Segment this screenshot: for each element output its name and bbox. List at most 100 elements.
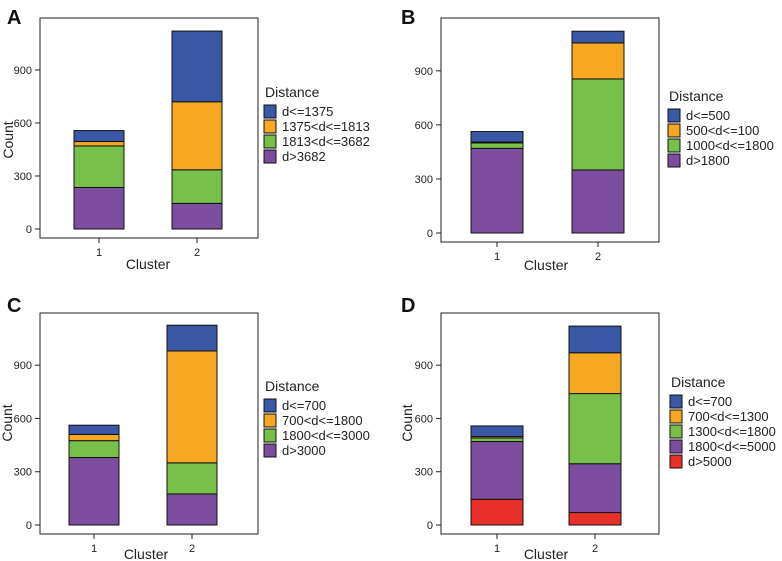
legend-swatch-c xyxy=(263,398,277,413)
legend-label-b: 500<d<=100 xyxy=(686,123,759,138)
legend-swatch-d xyxy=(669,424,683,439)
chart-panel-c: C 0 300 600 900 1 2 Cluster Count Distance d<=7007… xyxy=(0,295,370,561)
legend-label-c: 700<d<=1800 xyxy=(282,413,363,428)
y-tick-label-d: 900 xyxy=(415,360,433,372)
y-tick-label-b: 900 xyxy=(415,66,433,78)
bar-segment-b-cluster2-s1 xyxy=(571,78,625,171)
x-axis-title-a: Cluster xyxy=(126,256,171,272)
legend-label-b: d<=500 xyxy=(686,108,730,123)
bar-segment-d-cluster1-s4 xyxy=(470,425,524,438)
y-tick-label-c: 0 xyxy=(26,520,32,532)
panel-label-c: C xyxy=(7,295,21,317)
legend-label-a: 1813<d<=3682 xyxy=(282,134,370,149)
x-tick-label-b: 2 xyxy=(595,251,601,263)
bar-segment-a-cluster2-s1 xyxy=(171,169,223,204)
legend-label-d: d<=700 xyxy=(688,394,732,409)
legend-label-a: d<=1375 xyxy=(282,104,333,119)
bar-segment-a-cluster1-s0 xyxy=(73,186,125,230)
y-axis-title-a: Count xyxy=(0,121,16,158)
bar-segment-c-cluster2-s1 xyxy=(166,462,218,495)
y-tick-label-d: 0 xyxy=(427,520,433,532)
bar-segment-a-cluster1-s3 xyxy=(73,130,125,143)
legend-a: Distance d<=13751375<d<=18131813<d<=3682d… xyxy=(263,84,370,164)
legend-swatch-a xyxy=(263,119,277,134)
legend-label-d: d>5000 xyxy=(688,454,732,469)
legend-label-b: d>1800 xyxy=(686,153,730,168)
bar-segment-d-cluster2-s3 xyxy=(568,352,622,395)
y-tick-label-a: 0 xyxy=(26,224,32,236)
legend-title-a: Distance xyxy=(265,84,320,100)
legend-swatch-d xyxy=(669,454,683,469)
legend-swatch-d xyxy=(669,409,683,424)
bar-segment-a-cluster2-s3 xyxy=(171,30,223,103)
legend-d: Distance d<=700700<d<=13001300<d<=1800180… xyxy=(669,374,776,469)
legend-label-d: 1300<d<=1800 xyxy=(688,424,776,439)
x-tick-label-b: 1 xyxy=(494,251,500,263)
legend-label-b: 1000<d<=1800 xyxy=(686,138,774,153)
plot-frame-c xyxy=(39,312,259,535)
bar-segment-a-cluster1-s2 xyxy=(73,141,125,147)
chart-panel-a: A 0 300 600 900 1 2 Cluster Count Distance d<=1375… xyxy=(0,7,370,272)
bar-segment-b-cluster2-s2 xyxy=(571,42,625,80)
x-tick-label-c: 2 xyxy=(189,543,195,555)
bar-segment-d-cluster1-s2 xyxy=(470,437,524,443)
bar-segment-a-cluster1-s1 xyxy=(73,145,125,188)
legend-swatch-a xyxy=(263,149,277,164)
y-axis-title-c: Count xyxy=(0,404,15,441)
legend-label-a: 1375<d<=1813 xyxy=(282,119,370,134)
y-tick-label-a: 900 xyxy=(14,65,32,77)
y-tick-label-c: 600 xyxy=(14,413,32,425)
y-tick-label-b: 0 xyxy=(427,228,433,240)
legend-b: Distance d<=500500<d<=1001000<d<=1800d>18… xyxy=(667,88,774,168)
bar-segment-d-cluster2-s1 xyxy=(568,463,622,514)
legend-label-d: 700<d<=1300 xyxy=(688,409,769,424)
bar-segment-a-cluster2-s0 xyxy=(171,202,223,230)
bar-segment-d-cluster2-s4 xyxy=(568,325,622,354)
chart-panel-d: D 0 300 600 900 1 2 Cluster Count Distance d<=7007… xyxy=(399,295,776,561)
legend-title-d: Distance xyxy=(671,374,726,390)
x-tick-label-d: 1 xyxy=(494,543,500,555)
bar-segment-d-cluster1-s1 xyxy=(470,441,524,500)
bar-segment-b-cluster1-s3 xyxy=(470,131,524,143)
legend-swatch-b xyxy=(667,153,681,168)
bar-segment-b-cluster2-s3 xyxy=(571,30,625,44)
y-tick-label-d: 300 xyxy=(415,467,433,479)
legend-swatch-a xyxy=(263,134,277,149)
legend-title-b: Distance xyxy=(669,88,724,104)
y-tick-label-c: 300 xyxy=(14,467,32,479)
legend-swatch-b xyxy=(667,138,681,153)
legend-label-d: 1800<d<=5000 xyxy=(688,439,776,454)
bar-segment-c-cluster2-s2 xyxy=(166,350,218,464)
legend-swatch-a xyxy=(263,104,277,119)
legend-swatch-c xyxy=(263,413,277,428)
plot-frame-b xyxy=(440,17,660,243)
legend-title-c: Distance xyxy=(265,378,320,394)
chart-panel-b: B 0 300 600 900 1 2 Cluster Distance d<=500500<d<… xyxy=(401,7,774,273)
x-axis-title-b: Cluster xyxy=(524,257,569,273)
legend-swatch-b xyxy=(667,123,681,138)
x-axis-title-d: Cluster xyxy=(524,546,569,561)
bar-segment-b-cluster2-s0 xyxy=(571,169,625,234)
x-tick-label-a: 2 xyxy=(194,247,200,259)
legend-label-c: d>3000 xyxy=(282,443,326,458)
legend-label-a: d>3682 xyxy=(282,149,326,164)
bar-segment-c-cluster1-s1 xyxy=(68,440,120,459)
y-tick-label-b: 600 xyxy=(415,120,433,132)
y-axis-title-d: Count xyxy=(399,404,415,441)
plot-frame-d xyxy=(440,312,660,535)
y-tick-label-a: 600 xyxy=(14,118,32,130)
legend-swatch-c xyxy=(263,443,277,458)
bar-segment-c-cluster2-s0 xyxy=(166,493,218,526)
bar-segment-c-cluster1-s0 xyxy=(68,457,120,526)
bar-segment-c-cluster2-s3 xyxy=(166,324,218,352)
y-tick-label-a: 300 xyxy=(14,171,32,183)
y-tick-label-d: 600 xyxy=(415,413,433,425)
legend-swatch-c xyxy=(263,428,277,443)
x-tick-label-c: 1 xyxy=(91,543,97,555)
y-tick-label-c: 900 xyxy=(14,360,32,372)
x-tick-label-d: 2 xyxy=(592,543,598,555)
legend-swatch-d xyxy=(669,439,683,454)
bar-segment-b-cluster1-s1 xyxy=(470,142,524,149)
legend-swatch-d xyxy=(669,394,683,409)
